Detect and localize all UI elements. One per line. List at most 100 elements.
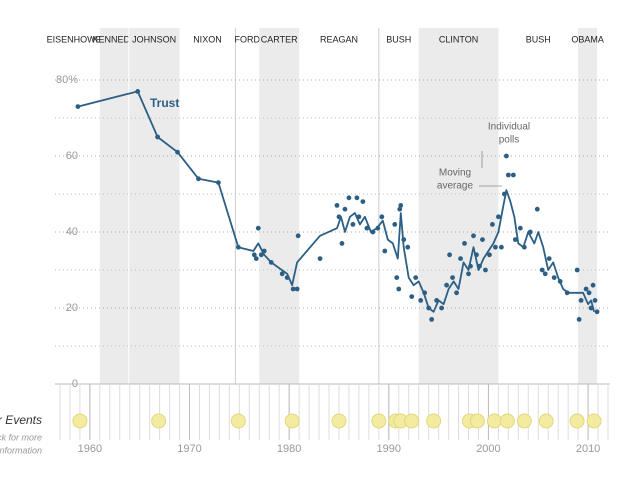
poll-point bbox=[422, 290, 428, 296]
x-tick-label: 2010 bbox=[576, 443, 600, 455]
poll-point bbox=[346, 195, 352, 201]
poll-point bbox=[261, 248, 267, 254]
event-dot[interactable] bbox=[426, 413, 442, 429]
poll-point bbox=[394, 275, 400, 280]
event-dot[interactable] bbox=[586, 413, 602, 429]
poll-point bbox=[510, 172, 516, 178]
poll-point bbox=[539, 267, 545, 273]
poll-point bbox=[155, 134, 161, 140]
poll-point bbox=[564, 290, 570, 296]
poll-point bbox=[586, 290, 592, 296]
poll-point bbox=[284, 275, 290, 280]
x-tick-label: 1960 bbox=[78, 443, 102, 455]
poll-point bbox=[317, 256, 323, 261]
poll-point bbox=[268, 260, 274, 265]
poll-point bbox=[405, 244, 411, 250]
events-note: information bbox=[0, 445, 42, 455]
poll-point bbox=[487, 252, 492, 258]
poll-point bbox=[253, 256, 259, 261]
poll-point bbox=[396, 286, 402, 292]
poll-point bbox=[279, 271, 285, 277]
event-dot[interactable] bbox=[331, 413, 347, 429]
event-dot[interactable] bbox=[72, 413, 88, 429]
event-dot[interactable] bbox=[569, 413, 585, 429]
president-name: REAGAN bbox=[320, 34, 358, 44]
poll-point bbox=[216, 180, 221, 186]
poll-point bbox=[454, 290, 459, 296]
poll-point bbox=[477, 263, 482, 269]
poll-point bbox=[258, 252, 264, 258]
event-dot[interactable] bbox=[230, 413, 246, 429]
poll-point bbox=[512, 237, 518, 243]
poll-point bbox=[334, 203, 340, 208]
poll-point bbox=[583, 286, 589, 292]
poll-point bbox=[375, 225, 381, 231]
marks bbox=[75, 89, 600, 322]
poll-point bbox=[413, 275, 419, 280]
event-dot[interactable] bbox=[151, 413, 167, 429]
poll-point bbox=[379, 214, 385, 220]
poll-point bbox=[418, 298, 424, 303]
president-name: KENNEDY bbox=[93, 34, 137, 44]
poll-point bbox=[294, 286, 300, 292]
poll-point bbox=[590, 282, 596, 288]
president-name: NIXON bbox=[193, 34, 222, 44]
poll-point bbox=[483, 267, 488, 273]
president-band bbox=[578, 28, 598, 384]
poll-point bbox=[471, 233, 476, 239]
event-dot[interactable] bbox=[499, 413, 515, 429]
poll-point bbox=[592, 298, 598, 303]
president-name: FORD bbox=[235, 34, 261, 44]
poll-point bbox=[401, 237, 407, 243]
events-note: Click for more bbox=[0, 432, 42, 442]
poll-point bbox=[557, 279, 563, 284]
poll-point bbox=[501, 191, 507, 197]
poll-point bbox=[75, 104, 81, 109]
x-tick-label: 1980 bbox=[277, 443, 301, 455]
poll-point bbox=[360, 199, 366, 205]
poll-point bbox=[468, 263, 473, 269]
poll-point bbox=[354, 195, 360, 201]
event-dot[interactable] bbox=[371, 413, 387, 429]
poll-point bbox=[521, 244, 527, 250]
poll-point bbox=[594, 309, 600, 315]
event-dot[interactable] bbox=[469, 413, 485, 429]
event-dot[interactable] bbox=[516, 413, 532, 429]
poll-point bbox=[576, 317, 582, 322]
event-dot[interactable] bbox=[404, 413, 420, 429]
poll-point bbox=[434, 298, 440, 303]
event-dot[interactable] bbox=[538, 413, 554, 429]
president-band bbox=[418, 28, 499, 384]
poll-point bbox=[350, 222, 356, 227]
event-dot[interactable] bbox=[486, 413, 502, 429]
x-tick-label: 1970 bbox=[177, 443, 201, 455]
poll-point bbox=[466, 271, 471, 277]
x-tick-label: 2000 bbox=[476, 443, 500, 455]
poll-point bbox=[356, 214, 362, 220]
average-annotation: average bbox=[437, 181, 474, 192]
poll-point bbox=[370, 229, 376, 235]
poll-point bbox=[534, 206, 540, 212]
poll-point bbox=[429, 317, 435, 322]
poll-point bbox=[439, 305, 445, 311]
events-label: Major Events bbox=[0, 413, 42, 427]
poll-point bbox=[295, 233, 301, 239]
president-band bbox=[259, 28, 300, 384]
president-name: CARTER bbox=[261, 34, 298, 44]
poll-point bbox=[493, 244, 498, 250]
poll-point bbox=[426, 305, 432, 311]
poll-point bbox=[517, 225, 523, 231]
poll-point bbox=[578, 298, 584, 303]
poll-point bbox=[474, 252, 479, 258]
event-dot[interactable] bbox=[284, 413, 300, 429]
trust-label: Trust bbox=[150, 96, 179, 110]
poll-point bbox=[251, 252, 257, 258]
poll-point bbox=[490, 222, 495, 227]
poll-point bbox=[392, 222, 398, 227]
poll-point bbox=[480, 237, 485, 243]
poll-point bbox=[551, 275, 557, 280]
poll-point bbox=[382, 248, 388, 254]
president-name: JOHNSON bbox=[132, 34, 176, 44]
